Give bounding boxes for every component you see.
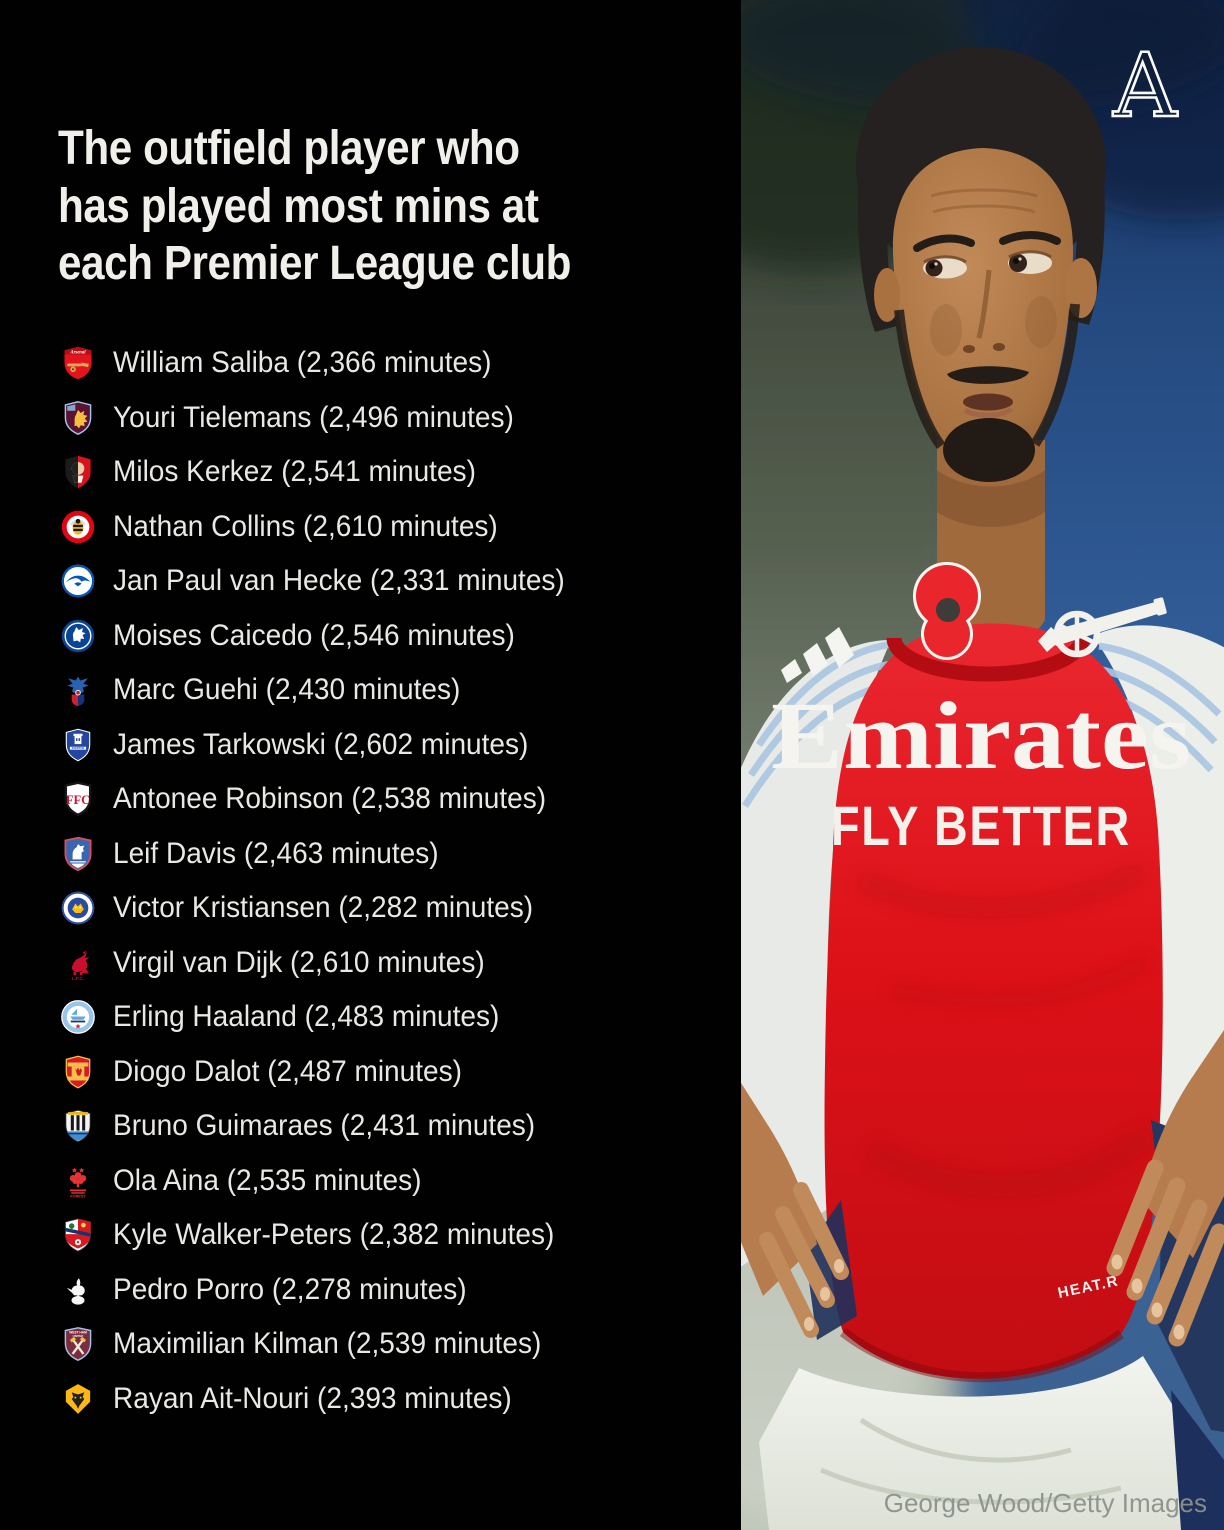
- list-item-label: Virgil van Dijk (2,610 minutes): [113, 945, 485, 979]
- list-item-label: Youri Tielemans (2,496 minutes): [113, 400, 514, 434]
- list-item-label: Jan Paul van Hecke (2,331 minutes): [113, 564, 565, 598]
- list-item-label: Victor Kristiansen (2,282 minutes): [113, 891, 534, 925]
- player-head: [856, 47, 1106, 482]
- list-item: WEST HAM UNITED Maximilian Kilman (2,539 …: [58, 1317, 589, 1372]
- bournemouth-badge-icon: [58, 452, 98, 492]
- page-title: The outfield player who has played most …: [58, 120, 571, 293]
- list-item: Arsenal William Saliba (2,366 minutes): [58, 336, 589, 391]
- list-item: Victor Kristiansen (2,282 minutes): [58, 881, 589, 936]
- list-item-label: William Saliba (2,366 minutes): [113, 346, 492, 380]
- list-item: L.F.C. Virgil van Dijk (2,610 minutes): [58, 936, 589, 991]
- arsenal-badge-icon: Arsenal: [58, 343, 98, 383]
- list-item: Kyle Walker-Peters (2,382 minutes): [58, 1208, 589, 1263]
- everton-badge-icon: EVERTON: [58, 725, 98, 765]
- title-line: has played most mins at: [58, 179, 539, 233]
- svg-text:FOREST: FOREST: [70, 1194, 86, 1198]
- poppy-icon: [913, 562, 981, 660]
- list-item-label: Erling Haaland (2,483 minutes): [113, 1000, 500, 1034]
- list-item: Erling Haaland (2,483 minutes): [58, 990, 589, 1045]
- man-united-badge-icon: [58, 1052, 98, 1092]
- leicester-badge-icon: [58, 888, 98, 928]
- forest-badge-icon: FOREST: [58, 1161, 98, 1201]
- list-item: Leif Davis (2,463 minutes): [58, 827, 589, 882]
- list-item: FFC Antonee Robinson (2,538 minutes): [58, 772, 589, 827]
- list-item-label: Leif Davis (2,463 minutes): [113, 836, 439, 870]
- shirt-tagline-text: FLY BETTER: [831, 794, 1131, 857]
- wolves-badge-icon: [58, 1379, 98, 1419]
- list-item: Marc Guehi (2,430 minutes): [58, 663, 589, 718]
- chelsea-badge-icon: [58, 616, 98, 656]
- svg-text:Arsenal: Arsenal: [69, 351, 86, 356]
- svg-text:L.F.C.: L.F.C.: [72, 976, 84, 981]
- fulham-badge-icon: FFC: [58, 779, 98, 819]
- right-hand: [1106, 1159, 1224, 1347]
- list-item: Nathan Collins (2,610 minutes): [58, 500, 589, 555]
- svg-text:EVERTON: EVERTON: [72, 746, 85, 750]
- svg-text:A: A: [1112, 34, 1178, 137]
- list-item-label: Kyle Walker-Peters (2,382 minutes): [113, 1218, 555, 1252]
- list-item: Bruno Guimaraes (2,431 minutes): [58, 1099, 589, 1154]
- tottenham-badge-icon: [58, 1270, 98, 1310]
- brentford-badge-icon: [58, 507, 98, 547]
- list-item-label: Nathan Collins (2,610 minutes): [113, 509, 498, 543]
- list-item: Youri Tielemans (2,496 minutes): [58, 391, 589, 446]
- southampton-badge-icon: [58, 1215, 98, 1255]
- list-item-label: Bruno Guimaraes (2,431 minutes): [113, 1109, 536, 1143]
- player-photo-art: Emirates FLY BETTER: [741, 0, 1224, 1530]
- list-item: Jan Paul van Hecke (2,331 minutes): [58, 554, 589, 609]
- athletic-logo-icon: A: [1111, 33, 1180, 139]
- adidas-logo-icon: [781, 627, 854, 683]
- list-item: EVERTON James Tarkowski (2,602 minutes): [58, 718, 589, 773]
- list-item-label: Diogo Dalot (2,487 minutes): [113, 1054, 462, 1088]
- svg-text:UNITED: UNITED: [73, 1334, 84, 1338]
- list-item-label: Milos Kerkez (2,541 minutes): [113, 455, 476, 489]
- left-hand: [759, 1182, 849, 1338]
- newcastle-badge-icon: [58, 1106, 98, 1146]
- list-item-label: Moises Caicedo (2,546 minutes): [113, 618, 515, 652]
- west-ham-badge-icon: WEST HAM UNITED: [58, 1324, 98, 1364]
- title-line: The outfield player who: [58, 122, 520, 175]
- list-item: Pedro Porro (2,278 minutes): [58, 1263, 589, 1318]
- shirt-sponsor-text: Emirates: [771, 682, 1191, 789]
- man-city-badge-icon: [58, 997, 98, 1037]
- cannon-icon: [1038, 597, 1167, 658]
- list-item: Diogo Dalot (2,487 minutes): [58, 1045, 589, 1100]
- list-item-label: Marc Guehi (2,430 minutes): [113, 673, 461, 707]
- svg-text:WEST HAM: WEST HAM: [69, 1331, 87, 1335]
- list-item-label: James Tarkowski (2,602 minutes): [113, 727, 529, 761]
- photo-credit: George Wood/Getty Images: [884, 1488, 1207, 1518]
- list-item: Rayan Ait-Nouri (2,393 minutes): [58, 1372, 589, 1427]
- title-line: each Premier League club: [58, 237, 571, 290]
- liverpool-badge-icon: L.F.C.: [58, 943, 98, 983]
- shirt-graphics: Emirates FLY BETTER: [771, 562, 1191, 857]
- aston-villa-badge-icon: [58, 398, 98, 438]
- list-item-label: Ola Aina (2,535 minutes): [113, 1163, 422, 1197]
- list-item: Milos Kerkez (2,541 minutes): [58, 445, 589, 500]
- list-item-label: Antonee Robinson (2,538 minutes): [113, 782, 547, 816]
- list-item-label: Maximilian Kilman (2,539 minutes): [113, 1327, 542, 1361]
- ipswich-badge-icon: [58, 834, 98, 874]
- brighton-badge-icon: [58, 561, 98, 601]
- list-item-label: Pedro Porro (2,278 minutes): [113, 1272, 467, 1306]
- svg-text:FFC: FFC: [66, 793, 90, 807]
- list-item-label: Rayan Ait-Nouri (2,393 minutes): [113, 1381, 512, 1415]
- player-photo: Emirates FLY BETTER: [741, 0, 1224, 1530]
- crystal-palace-badge-icon: [58, 670, 98, 710]
- club-list: Arsenal William Saliba (2,366 minutes) Y…: [58, 336, 589, 1426]
- list-item: Moises Caicedo (2,546 minutes): [58, 609, 589, 664]
- list-item: FOREST Ola Aina (2,535 minutes): [58, 1154, 589, 1209]
